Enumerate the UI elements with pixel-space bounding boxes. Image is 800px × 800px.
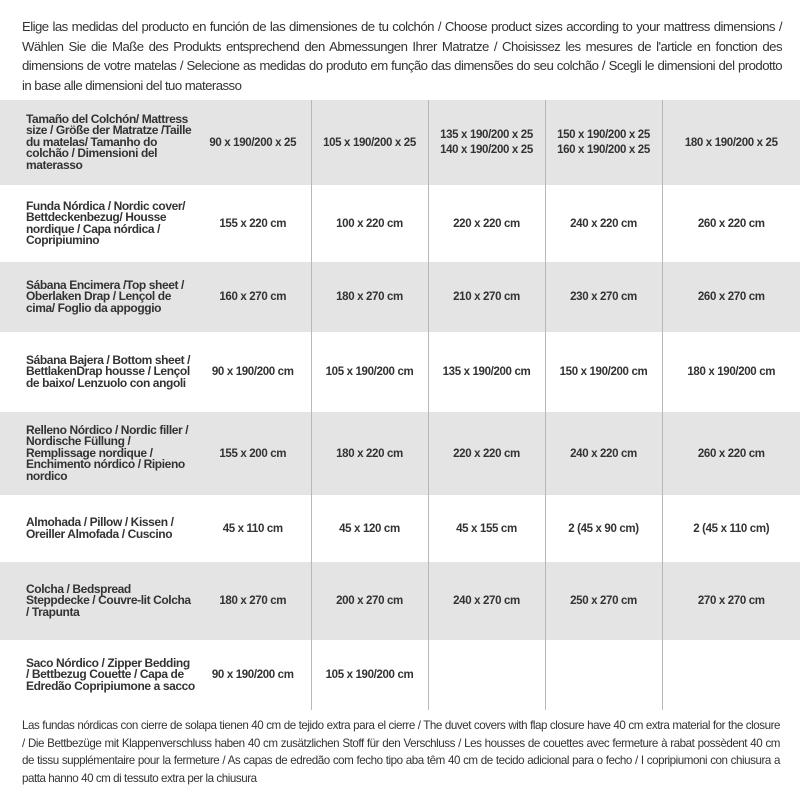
size-cell: 45 x 120 cm — [310, 495, 428, 562]
mattress-size-cell: 90 x 190/200 x 25 — [195, 100, 311, 185]
size-cell: 2 (45 x 110 cm) — [661, 495, 800, 562]
row-label: Colcha / Bedspread Steppdecke / Couvre-l… — [0, 562, 195, 640]
size-cell: 250 x 270 cm — [544, 562, 662, 640]
size-cell: 180 x 270 cm — [310, 262, 428, 332]
mattress-size-cell: 150 x 190/200 x 25 160 x 190/200 x 25 — [544, 100, 662, 185]
size-cell — [427, 640, 545, 710]
table-row: Sábana Encimera /Top sheet / Oberlaken D… — [0, 262, 800, 332]
table-row: Saco Nórdico / Zipper Bedding / Bettbezu… — [0, 640, 800, 710]
mattress-size-cell: 135 x 190/200 x 25 140 x 190/200 x 25 — [427, 100, 545, 185]
row-label: Tamaño del Colchón/ Mattress size / Größ… — [0, 100, 195, 185]
header-row: Tamaño del Colchón/ Mattress size / Größ… — [0, 100, 800, 185]
size-cell: 2 (45 x 90 cm) — [544, 495, 662, 562]
size-cell: 240 x 220 cm — [544, 185, 662, 262]
size-cell: 90 x 190/200 cm — [195, 332, 311, 412]
footnote-text: Las fundas nórdicas con cierre de solapa… — [22, 719, 780, 785]
size-cell: 100 x 220 cm — [310, 185, 428, 262]
mattress-size-cell: 180 x 190/200 x 25 — [661, 100, 800, 185]
size-cell: 240 x 220 cm — [544, 412, 662, 495]
size-cell: 210 x 270 cm — [427, 262, 545, 332]
table-row: Sábana Bajera / Bottom sheet / Bettlaken… — [0, 332, 800, 412]
table-row: Relleno Nórdico / Nordic filler / Nordis… — [0, 412, 800, 495]
table-row: Almohada / Pillow / Kissen / Oreiller Al… — [0, 495, 800, 562]
size-cell: 45 x 155 cm — [427, 495, 545, 562]
size-cell: 240 x 270 cm — [427, 562, 545, 640]
size-cell: 180 x 220 cm — [310, 412, 428, 495]
size-cell: 135 x 190/200 cm — [427, 332, 545, 412]
size-cell: 260 x 270 cm — [661, 262, 800, 332]
intro-text: Elige las medidas del producto en funció… — [22, 19, 783, 93]
size-cell: 105 x 190/200 cm — [310, 332, 428, 412]
row-label: Almohada / Pillow / Kissen / Oreiller Al… — [0, 495, 195, 562]
size-cell: 150 x 190/200 cm — [544, 332, 662, 412]
row-label: Funda Nórdica / Nordic cover/ Bettdecken… — [0, 185, 195, 262]
row-label: Saco Nórdico / Zipper Bedding / Bettbezu… — [0, 640, 195, 710]
size-cell: 180 x 270 cm — [195, 562, 311, 640]
size-cell: 160 x 270 cm — [195, 262, 311, 332]
size-cell: 220 x 220 cm — [427, 412, 545, 495]
size-table: Tamaño del Colchón/ Mattress size / Größ… — [0, 100, 800, 710]
size-cell: 90 x 190/200 cm — [195, 640, 311, 710]
size-cell: 270 x 270 cm — [661, 562, 800, 640]
row-label: Sábana Bajera / Bottom sheet / Bettlaken… — [0, 332, 195, 412]
size-cell: 220 x 220 cm — [427, 185, 545, 262]
size-cell: 180 x 190/200 cm — [661, 332, 800, 412]
size-cell: 260 x 220 cm — [661, 412, 800, 495]
row-label: Relleno Nórdico / Nordic filler / Nordis… — [0, 412, 195, 495]
size-cell — [661, 640, 800, 710]
size-cell: 260 x 220 cm — [661, 185, 800, 262]
size-cell: 200 x 270 cm — [310, 562, 428, 640]
size-cell: 45 x 110 cm — [195, 495, 311, 562]
size-cell — [544, 640, 662, 710]
table-row: Colcha / Bedspread Steppdecke / Couvre-l… — [0, 562, 800, 640]
size-cell: 155 x 220 cm — [195, 185, 311, 262]
mattress-size-cell: 105 x 190/200 x 25 — [310, 100, 428, 185]
row-label: Sábana Encimera /Top sheet / Oberlaken D… — [0, 262, 195, 332]
size-cell: 155 x 200 cm — [195, 412, 311, 495]
size-cell: 105 x 190/200 cm — [310, 640, 428, 710]
size-cell: 230 x 270 cm — [544, 262, 662, 332]
table-row: Funda Nórdica / Nordic cover/ Bettdecken… — [0, 185, 800, 262]
